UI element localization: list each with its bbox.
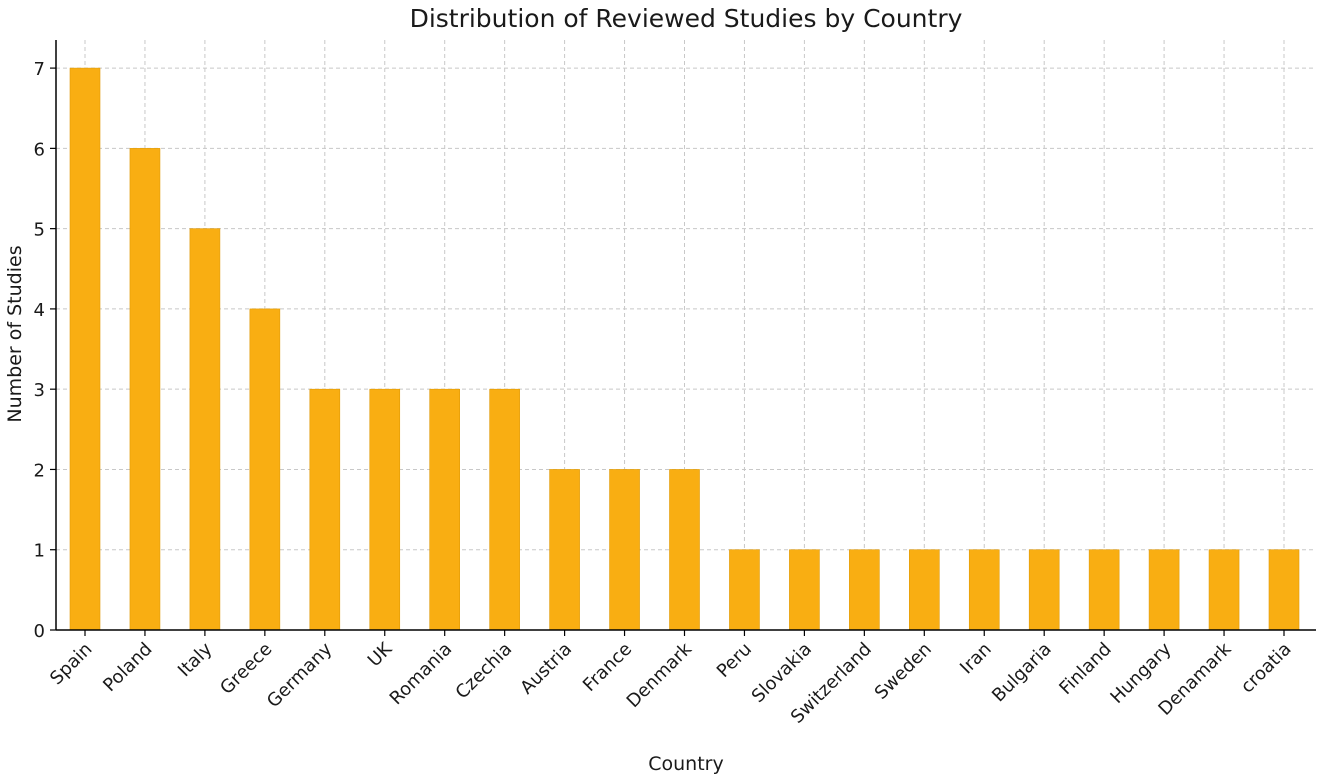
bar-sweden <box>908 549 940 631</box>
x-tick-label: UK <box>364 638 397 671</box>
x-tick-label: France <box>579 639 636 696</box>
x-tick-label: Greece <box>216 639 276 699</box>
bar-hungary <box>1148 549 1180 631</box>
bar-croatia <box>1268 549 1300 631</box>
y-tick-label: 7 <box>34 59 45 80</box>
bar-switzerland <box>849 549 880 631</box>
chart-title: Distribution of Reviewed Studies by Coun… <box>410 4 963 33</box>
bar-czechia <box>489 388 520 631</box>
y-tick-label: 2 <box>34 460 45 481</box>
y-ticks: 0 1 2 3 4 5 6 7 <box>34 59 56 642</box>
x-tick-label: Czechia <box>452 639 517 704</box>
x-tick-label: Denmark <box>623 638 697 712</box>
bar-denmark <box>669 469 700 631</box>
y-tick-label: 4 <box>34 300 45 321</box>
x-tick-label: Finland <box>1055 639 1115 699</box>
bar-peru <box>729 549 760 631</box>
x-tick-label: croatia <box>1237 639 1296 698</box>
x-tick-label: Italy <box>174 638 217 681</box>
y-tick-label: 0 <box>34 621 45 642</box>
bar-romania <box>429 388 461 631</box>
y-tick-label: 3 <box>34 380 45 401</box>
x-tick-label: Germany <box>263 638 337 712</box>
x-tick-label: Sweden <box>871 639 936 704</box>
bar-bulgaria <box>1028 549 1060 631</box>
bar-poland <box>129 148 161 631</box>
y-tick-label: 6 <box>34 139 45 160</box>
bar-finland <box>1088 549 1120 631</box>
x-tick-label: Spain <box>46 639 96 689</box>
x-tick-label: Romania <box>386 639 457 710</box>
bar-spain <box>69 67 101 631</box>
x-tick-label: Bulgaria <box>988 639 1056 707</box>
x-tick-label: Austria <box>516 639 576 699</box>
x-tick-label: Iran <box>956 639 996 679</box>
bar-greece <box>249 308 281 631</box>
bar-denamark <box>1208 549 1240 631</box>
bar-iran <box>968 549 1000 631</box>
bar-germany <box>309 388 341 631</box>
y-axis-label: Number of Studies <box>4 245 26 422</box>
bar-slovakia <box>789 549 820 631</box>
x-tick-label: Peru <box>713 639 756 682</box>
x-tick-label: Poland <box>99 639 156 696</box>
axes <box>55 40 1316 631</box>
x-axis-label: Country <box>648 753 723 775</box>
bar-france <box>609 469 640 631</box>
bar-austria <box>549 469 580 631</box>
y-tick-label: 1 <box>34 541 45 562</box>
bar-uk <box>369 388 401 631</box>
bars <box>69 67 1300 631</box>
y-tick-label: 5 <box>34 220 45 241</box>
bar-italy <box>189 228 221 631</box>
